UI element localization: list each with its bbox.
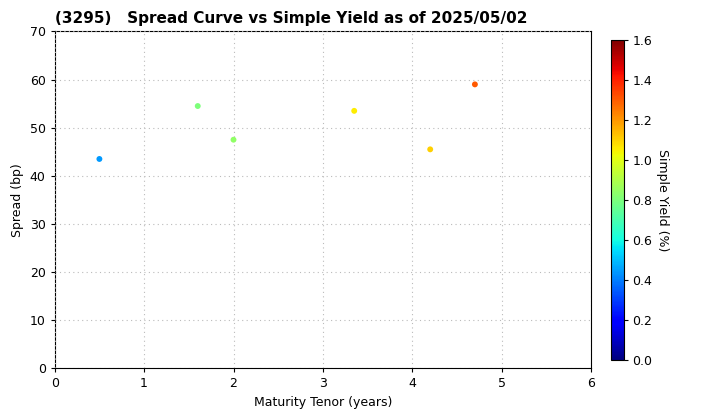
Point	[228, 136, 239, 143]
Point	[192, 102, 204, 109]
Point	[469, 81, 481, 88]
Point	[348, 108, 360, 114]
Point	[94, 156, 105, 163]
Point	[425, 146, 436, 153]
Y-axis label: Simple Yield (%): Simple Yield (%)	[656, 149, 670, 251]
Text: (3295)   Spread Curve vs Simple Yield as of 2025/05/02: (3295) Spread Curve vs Simple Yield as o…	[55, 11, 527, 26]
Y-axis label: Spread (bp): Spread (bp)	[11, 163, 24, 237]
X-axis label: Maturity Tenor (years): Maturity Tenor (years)	[253, 396, 392, 409]
